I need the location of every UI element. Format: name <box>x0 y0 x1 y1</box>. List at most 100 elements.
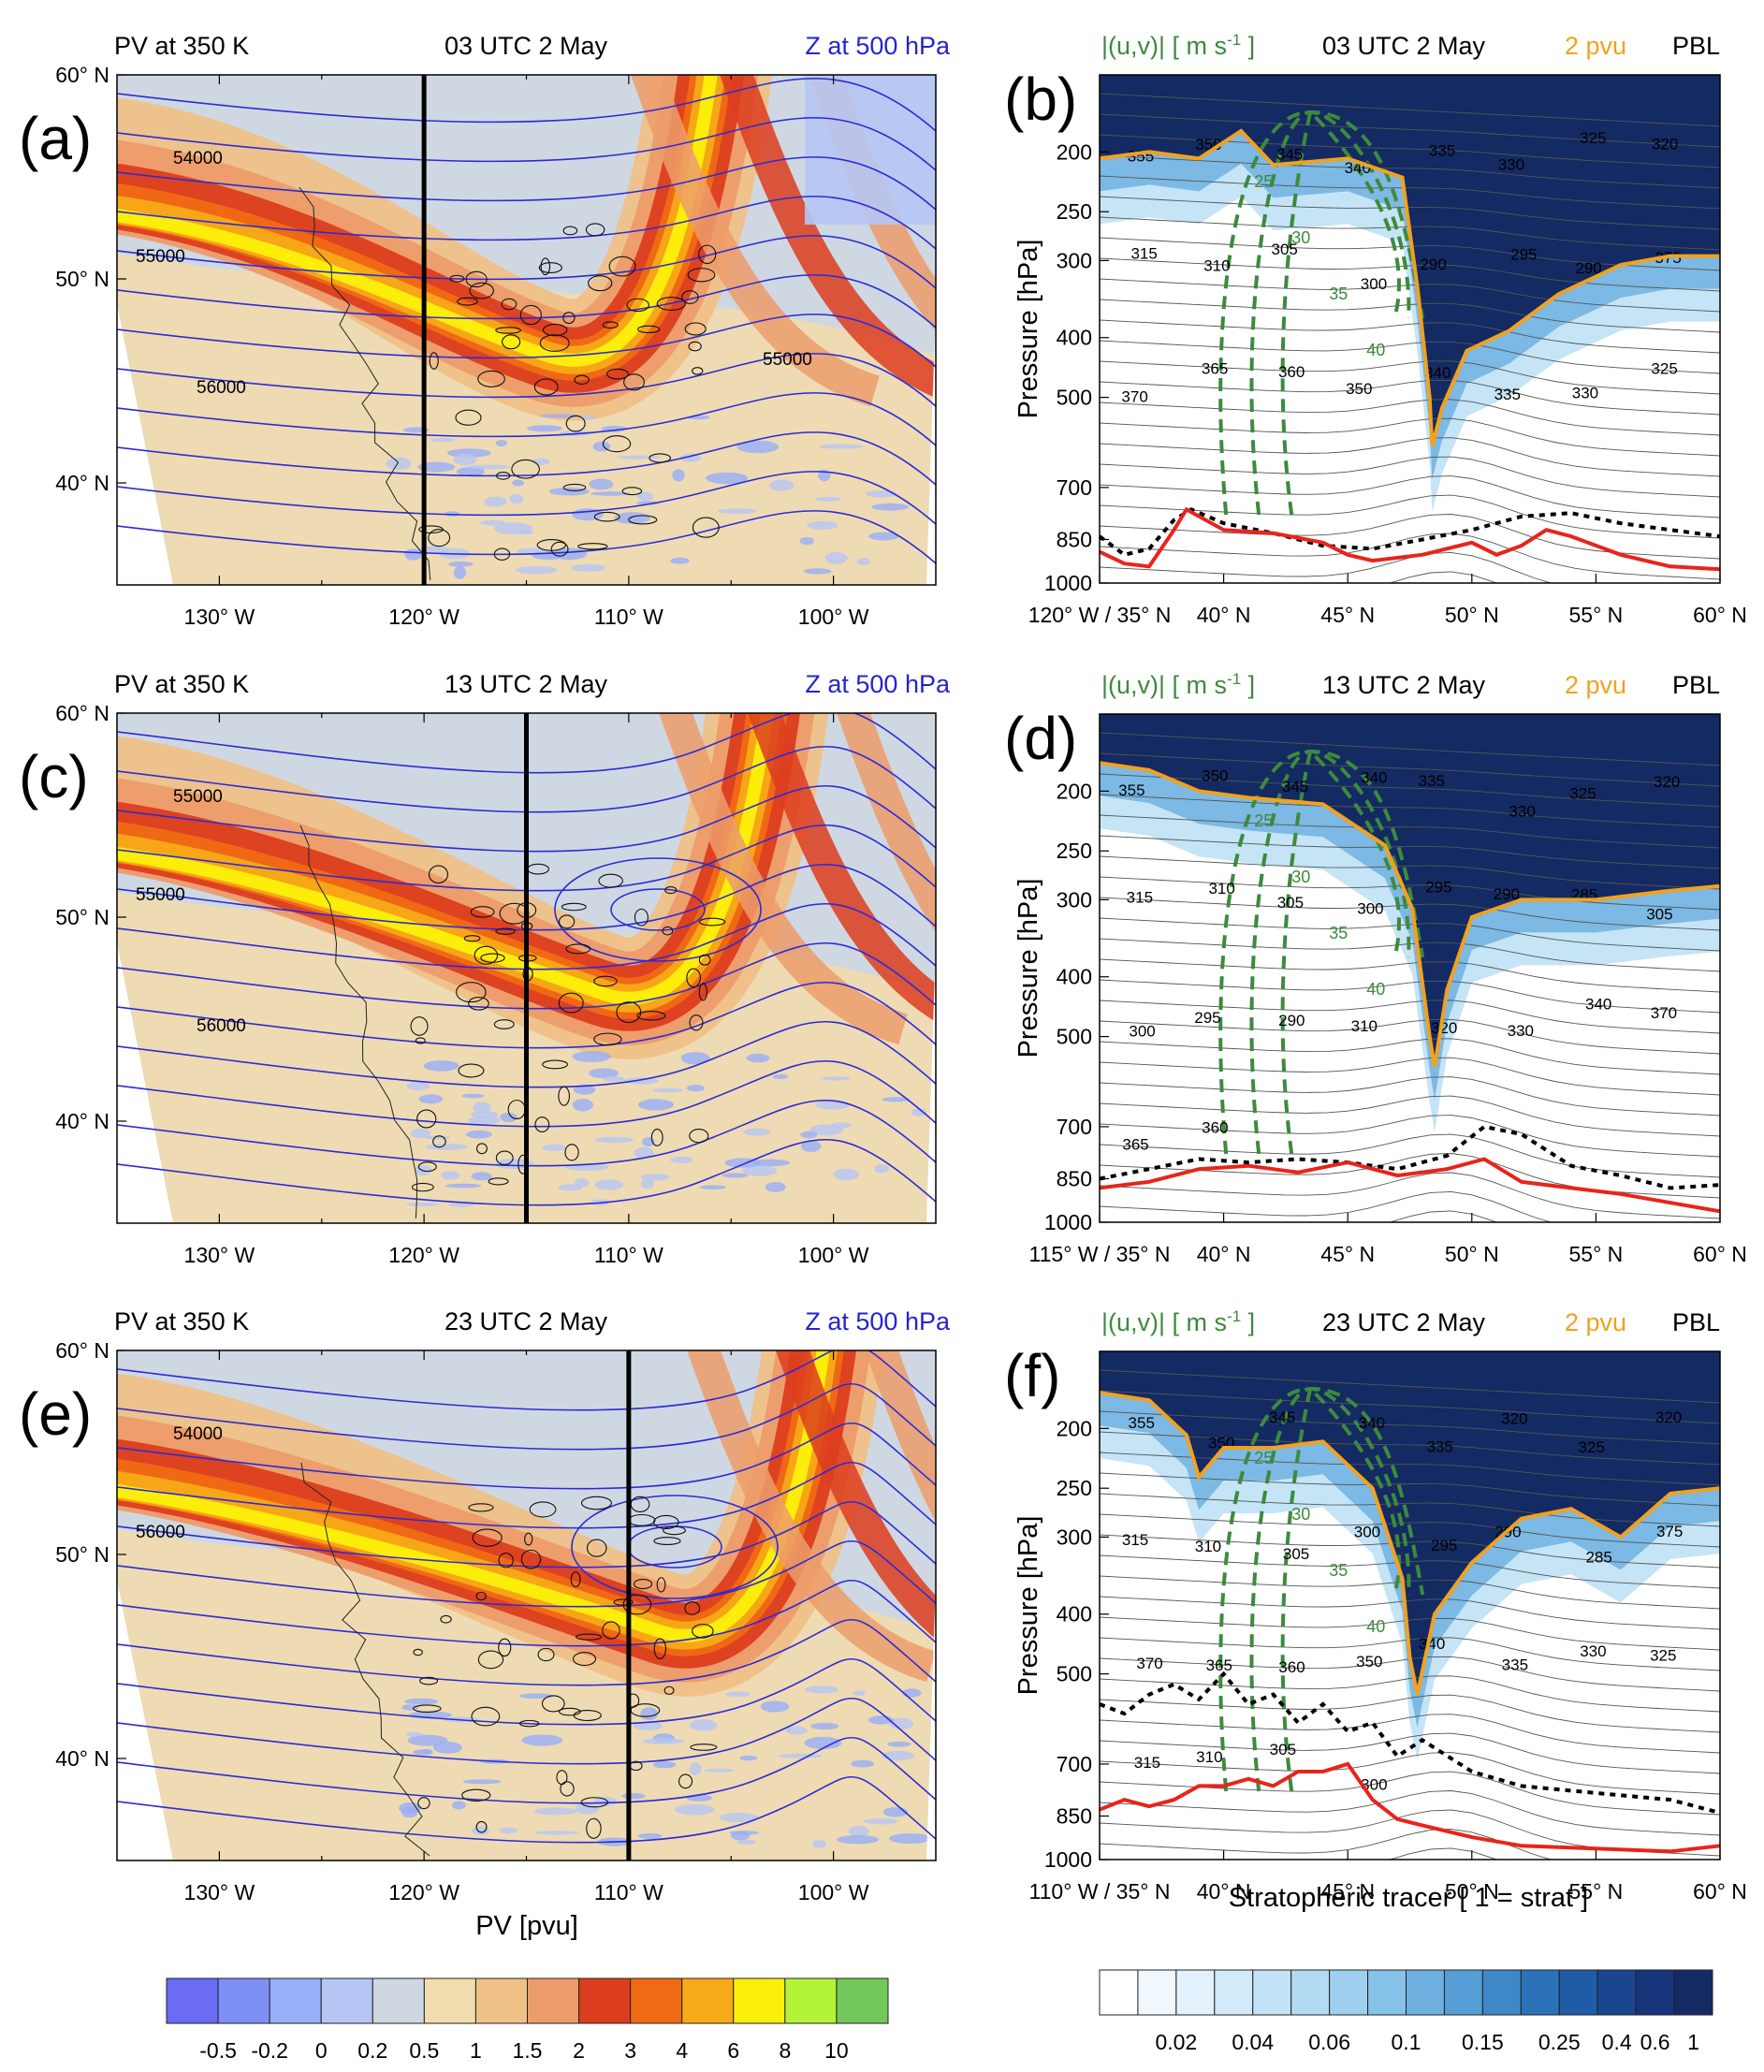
terrain-contour <box>585 223 605 237</box>
y-tick-label: 850 <box>1057 1166 1092 1190</box>
terrain-contour <box>608 255 636 277</box>
isentrope-label: 305 <box>1272 241 1298 258</box>
isentrope <box>1100 93 1720 127</box>
terrain-contour <box>698 917 726 927</box>
terrain-contour <box>649 453 672 463</box>
isentrope-label: 330 <box>1509 802 1535 820</box>
pv-patch <box>534 1831 579 1835</box>
pv-patch <box>636 491 654 501</box>
terrain-contour <box>471 1706 501 1727</box>
pv-patch <box>527 425 563 432</box>
terrain-contour <box>664 885 678 895</box>
pv-patch <box>616 455 662 460</box>
pv-patch <box>479 519 506 526</box>
terrain-contour <box>493 1019 515 1029</box>
colorbar-swatch <box>1367 1969 1407 2016</box>
y-tick-label: 250 <box>1057 199 1092 224</box>
isentrope <box>1100 1790 1720 1836</box>
colorbar-tick-label: 0.6 <box>1640 2030 1670 2054</box>
geopotential-contour <box>554 857 762 962</box>
section-title-2pvu: 2 pvu <box>1565 671 1626 699</box>
colorbar-tick-label: 1 <box>1687 2030 1699 2054</box>
jet-label: 40 <box>1366 980 1385 999</box>
pv-patch <box>680 1052 710 1065</box>
pv-patch <box>571 563 606 572</box>
colorbar-tick-label: 2 <box>573 2038 585 2063</box>
colorbar-swatch <box>1673 1969 1713 2016</box>
y-tick-label: 300 <box>1057 887 1092 912</box>
pv-patch <box>799 536 814 546</box>
isentrope <box>1100 1230 1720 1280</box>
isentrope <box>1100 1616 1720 1651</box>
coastline <box>299 186 431 581</box>
isentrope <box>1100 732 1720 766</box>
isentrope <box>1100 794 1720 828</box>
isentrope-label: 365 <box>1122 1135 1148 1153</box>
isentrope-label: 355 <box>1128 147 1154 165</box>
pv-patch <box>590 491 631 496</box>
terrain-contour <box>501 298 518 311</box>
terrain-contour <box>449 274 465 283</box>
terrain-contour <box>593 975 618 987</box>
jet-contour <box>1218 1386 1425 1792</box>
colorbar-tick-label: -0.5 <box>199 2038 237 2063</box>
isentrope <box>1100 1095 1720 1137</box>
pv-patch <box>401 1806 418 1818</box>
section-title-center: 03 UTC 2 May <box>1322 32 1486 60</box>
pv-patch <box>405 1731 423 1737</box>
pv-patch <box>689 1718 718 1731</box>
isentrope <box>1100 773 1720 808</box>
pv-patch <box>406 1082 430 1091</box>
terrain-contour <box>684 322 707 336</box>
isentrope-label: 365 <box>1202 359 1228 377</box>
pv-patch <box>603 1076 624 1082</box>
terrain-contour <box>562 312 576 325</box>
isentrope <box>1100 319 1720 354</box>
colorbar-tick-label: 0.1 <box>1392 2030 1421 2054</box>
geopotential-contour <box>117 863 936 931</box>
terrain-contour <box>637 325 661 334</box>
isentrope <box>1100 1133 1720 1178</box>
isentrope-label: 300 <box>1129 1022 1155 1040</box>
isentrope-label: 340 <box>1419 1635 1445 1653</box>
isentrope <box>1100 1675 1720 1713</box>
terrain-contour <box>432 1135 446 1148</box>
terrain-contour <box>411 1182 434 1192</box>
colorbar-tick-label: 0.02 <box>1155 2030 1197 2054</box>
terrain-contour <box>498 1638 512 1657</box>
pv-patch <box>462 1779 503 1785</box>
surface-pressure <box>1099 1157 1721 1214</box>
isentrope-label: 370 <box>1136 1655 1162 1672</box>
y-tick-label: 500 <box>1057 1025 1092 1049</box>
isentrope <box>1100 1513 1720 1548</box>
pv-patch <box>589 478 614 490</box>
terrain-contours <box>418 223 720 561</box>
colorbar-swatch <box>1443 1969 1483 2016</box>
coastline <box>300 1462 430 1857</box>
geopotential-contour <box>117 1657 936 1726</box>
isentrope <box>1100 1018 1720 1055</box>
terrain-contour <box>538 262 562 274</box>
terrain-contour <box>416 1109 437 1129</box>
pv-patch <box>441 1171 460 1180</box>
y-tick-label: 200 <box>1057 779 1092 803</box>
geopotential-label: 55000 <box>136 885 185 905</box>
pv-patch <box>765 1181 786 1192</box>
isentrope <box>1100 278 1720 313</box>
colorbar-tick-label: 0.15 <box>1462 2030 1504 2054</box>
y-tick-label: 300 <box>1057 1525 1092 1549</box>
geopotential-contour <box>610 888 706 931</box>
map-title-right: Z at 500 hPa <box>805 1307 951 1335</box>
jet-label: 30 <box>1291 228 1310 247</box>
isentrope <box>1100 1431 1720 1466</box>
terrain-contour <box>564 1144 579 1161</box>
isentrope <box>1100 437 1720 477</box>
pv-patch <box>689 1761 702 1775</box>
map-title-left: PV at 350 K <box>114 32 249 60</box>
terrain-contour <box>456 982 487 1003</box>
section-title-left: |(u,v)| [ m s-1 ] <box>1101 1307 1255 1336</box>
jet-label: 30 <box>1291 1505 1310 1524</box>
geopotential-label: 55000 <box>173 787 223 807</box>
pv-patch <box>499 1827 518 1834</box>
